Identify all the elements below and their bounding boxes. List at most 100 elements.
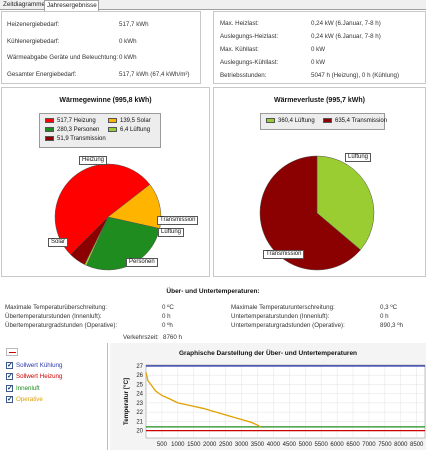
summary-label: Kühlenergiebedarf: (7, 38, 60, 45)
legend-label: 51,9 Transmission (57, 136, 106, 143)
summary-label: Betriebsstunden: (220, 72, 267, 79)
temp-label: Übertemperaturstunden (Innenluft): (5, 313, 102, 320)
summary-label: Wärmeabgabe Geräte und Beleuchtung: (7, 54, 119, 61)
summary-left-panel: Heizenergiebedarf: 517,7 kWh Kühlenergie… (1, 11, 201, 84)
x-tick-label: 6000 (330, 442, 344, 448)
temperature-chart-panel: Graphische Darstellung der Über- und Unt… (110, 343, 426, 450)
legend-swatch (266, 118, 275, 123)
temp-value: 0 h (162, 313, 171, 320)
pie-slice-heizung (54, 163, 151, 255)
series-sidebar: Sollwert Kühlung Sollwert Heizung Innenl… (0, 343, 108, 450)
temp-label: Untertemperaturgradstunden (Operative): (231, 322, 345, 329)
x-tick-label: 1500 (187, 442, 201, 448)
checkbox-innenluft[interactable]: Innenluft (6, 384, 40, 393)
temp-value: 0 ºC (162, 304, 174, 311)
legend-item-transmission: 635,4 Transmission (323, 118, 387, 124)
x-tick-label: 7000 (362, 442, 376, 448)
verkehrszeit-value: 8760 h (163, 334, 182, 341)
x-tick-label: 4000 (267, 442, 281, 448)
x-tick-label: 5000 (299, 442, 313, 448)
summary-value: 0 kW (311, 59, 326, 66)
pie-label-personen: Personen (126, 258, 158, 267)
x-tick-label: 7500 (378, 442, 392, 448)
pie-label-transmission: Transmission (263, 250, 305, 259)
summary-label: Gesamter Energiebedarf: (7, 71, 77, 78)
checkbox-label: Sollwert Heizung (16, 373, 63, 381)
checkbox-icon[interactable] (6, 384, 13, 392)
y-tick-label: 24 (136, 392, 143, 398)
x-tick-label: 4500 (283, 442, 297, 448)
checkbox-icon[interactable] (6, 372, 13, 380)
summary-value: 0 kWh (119, 38, 137, 45)
summary-label: Max. Heizlast: (220, 20, 259, 27)
checkbox-label: Operative (16, 396, 43, 404)
legend-item-heizung: 517,7 Heizung (45, 118, 96, 124)
chart-legend: 360,4 Lüftung 635,4 Transmission (260, 113, 387, 130)
pie-label-lueftung: Lüftung (345, 153, 372, 162)
tab-zeitdiagramme[interactable]: Zeitdiagramme (3, 1, 45, 8)
temp-value: 0 h (380, 313, 389, 320)
waermeverluste-pie (259, 155, 375, 271)
summary-value: 517,7 kWh (67,4 kWh/m²) (119, 71, 190, 78)
summary-value: 0 kWh (119, 54, 137, 61)
legend-swatch (45, 127, 54, 132)
waermeverluste-chart-panel: Wärmeverluste (995,7 kWh) 360,4 Lüftung … (213, 87, 426, 277)
y-tick-label: 27 (136, 364, 143, 370)
pie-slice-transmission (259, 155, 361, 271)
temp-label: Maximale Temperaturunterschreitung: (231, 304, 335, 311)
checkbox-label: Innenluft (16, 385, 40, 393)
summary-value: 0,24 kW (6.Januar, 7-8 h) (311, 33, 381, 40)
summary-label: Auslegungs-Kühllast: (220, 59, 279, 66)
checkbox-icon[interactable] (6, 395, 13, 403)
checkbox-label: Sollwert Kühlung (16, 362, 63, 370)
y-tick-label: 22 (136, 410, 143, 416)
temp-label: Übertemperaturgradstunden (Operative): (5, 322, 118, 329)
summary-value: 517,7 kWh (119, 21, 149, 28)
legend-label: 139,5 Solar (120, 118, 151, 125)
legend-item-solar: 139,5 Solar (108, 118, 151, 124)
chart-title: Wärmeverluste (995,7 kWh) (273, 97, 366, 104)
checkbox-operative[interactable]: Operative (6, 395, 43, 404)
chart-title: Graphische Darstellung der Über- und Unt… (178, 350, 358, 357)
legend-item-personen: 280,3 Personen (45, 127, 99, 133)
waermegewinne-chart-panel: Wärmegewinne (995,8 kWh) 517,7 Heizung 1… (1, 87, 210, 277)
tab-bar: Zeitdiagramme Jahresergebnisse (0, 0, 426, 11)
x-tick-label: 500 (157, 442, 168, 448)
series-operative (145, 372, 261, 428)
tab-jahresergebnisse[interactable]: Jahresergebnisse (44, 0, 99, 11)
legend-label: 635,4 Transmission (335, 118, 388, 125)
legend-item-lueftung: 6,4 Lüftung (108, 127, 150, 133)
y-tick-label: 23 (136, 401, 143, 407)
summary-value: 0,24 kW (6.Januar, 7-8 h) (311, 20, 381, 27)
chart-legend: 517,7 Heizung 139,5 Solar 280,3 Personen… (39, 113, 161, 148)
summary-label: Auslegungs-Heizlast: (220, 33, 279, 40)
checkbox-sollwert-kuehlung[interactable]: Sollwert Kühlung (6, 361, 63, 370)
plot-area (145, 364, 426, 439)
legend-label: 6,4 Lüftung (120, 127, 151, 134)
x-tick-label: 3500 (251, 442, 265, 448)
summary-value: 0 kW (311, 46, 326, 53)
legend-swatch (45, 118, 54, 123)
summary-right-panel: Max. Heizlast: 0,24 kW (6.Januar, 7-8 h)… (213, 11, 426, 84)
x-tick-label: 2500 (219, 442, 233, 448)
legend-toggle-icon[interactable] (6, 348, 18, 356)
summary-label: Max. Kühllast: (220, 46, 259, 53)
checkbox-icon[interactable] (6, 361, 13, 369)
y-tick-label: 20 (136, 429, 143, 435)
x-tick-label: 2000 (203, 442, 217, 448)
checkbox-sollwert-heizung[interactable]: Sollwert Heizung (6, 372, 63, 381)
pie-label-solar: Solar (48, 238, 69, 247)
legend-label: 280,3 Personen (57, 127, 100, 134)
legend-swatch (108, 127, 117, 132)
legend-item-transmission: 51,9 Transmission (45, 136, 106, 142)
temp-label: Untertemperaturstunden (Innenluft): (231, 313, 330, 320)
temperature-line-chart: 500 1000 1500 2000 2500 3000 3500 4000 4500 5000 5… (122, 364, 426, 448)
pie-label-lueftung: Lüftung (158, 228, 185, 237)
waermegewinne-pie (54, 163, 162, 271)
pie-slice-lueftung (316, 155, 375, 251)
temp-value: 0 ºh (162, 322, 173, 329)
pie-label-transmission: Transmission (157, 216, 199, 225)
legend-label: 517,7 Heizung (57, 118, 96, 125)
y-axis-label: Temperatur [°C] (122, 378, 130, 425)
temp-value: 0,3 ºC (380, 304, 398, 311)
